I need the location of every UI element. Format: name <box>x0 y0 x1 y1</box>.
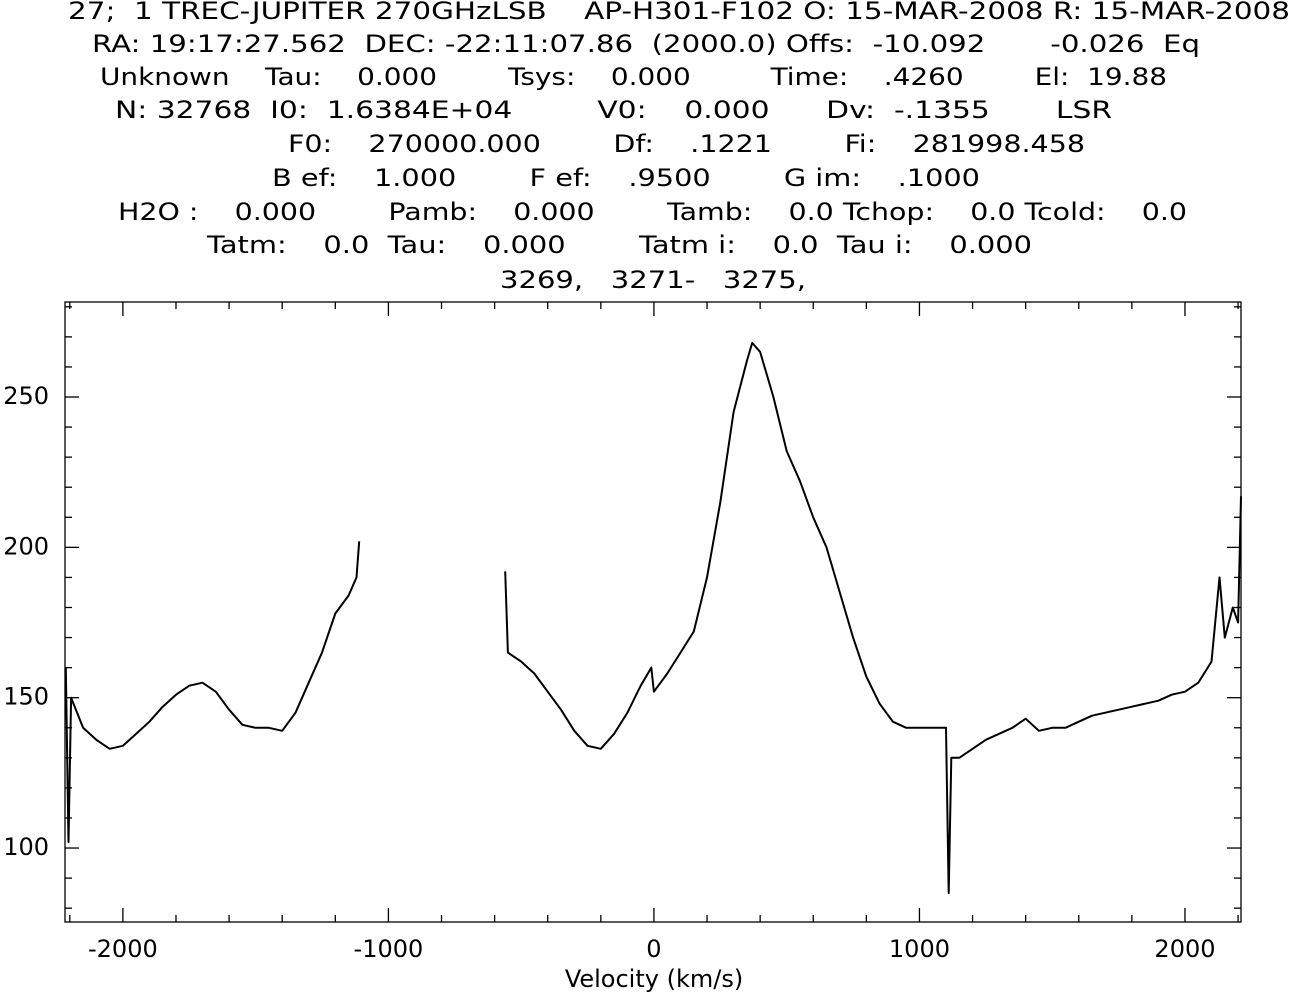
x-axis-label: Velocity (km/s) <box>565 965 743 993</box>
x-tick-label: -1000 <box>354 935 424 963</box>
header-line: H2O : 0.000 Pamb: 0.000 Tamb: 0.0 Tchop:… <box>118 198 1187 226</box>
spectrum-line <box>64 341 1242 895</box>
y-tick-label: 250 <box>3 382 49 410</box>
header-line: Tatm: 0.0 Tau: 0.000 Tatm i: 0.0 Tau i: … <box>206 231 1032 259</box>
header-line: Unknown Tau: 0.000 Tsys: 0.000 Time: .42… <box>100 63 1167 91</box>
header-line: B ef: 1.000 F ef: .9500 G im: .1000 <box>272 164 980 192</box>
header-line: 3269, 3271- 3275, <box>500 266 806 294</box>
y-tick-label: 200 <box>3 532 49 560</box>
y-tick-label: 100 <box>3 833 49 861</box>
x-tick-label: 0 <box>646 935 661 963</box>
x-tick-label: 2000 <box>1154 935 1215 963</box>
header-line: N: 32768 I0: 1.6384E+04 V0: 0.000 Dv: -.… <box>115 96 1112 124</box>
x-tick-label: -2000 <box>88 935 158 963</box>
header-line: 27; 1 TREC-JUPITER 270GHzLSB AP-H301-F10… <box>68 0 1290 25</box>
plot-frame <box>64 301 1242 923</box>
header-line: RA: 19:17:27.562 DEC: -22:11:07.86 (2000… <box>92 30 1200 58</box>
y-tick-label: 150 <box>3 683 49 711</box>
x-tick-label: 1000 <box>889 935 950 963</box>
header-line: F0: 270000.000 Df: .1221 Fi: 281998.458 <box>288 130 1085 158</box>
